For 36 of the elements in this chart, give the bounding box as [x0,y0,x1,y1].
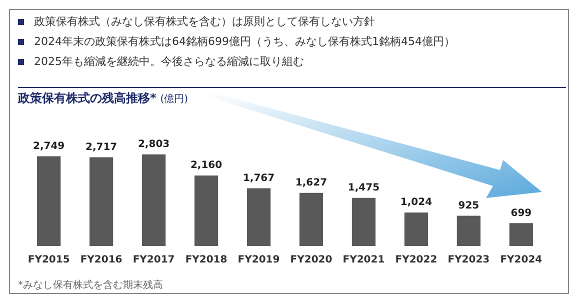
text: 政策保有株式（みなし保有株式を含む）は原則として保有しない方針 [34,14,375,30]
x-tick-label: FY2023 [448,254,490,266]
text: *みなし保有株式を含む期末残高 [18,278,163,292]
data-label: 1,767 [242,172,275,184]
data-label: 699 [510,208,532,219]
bar [90,157,114,246]
text: 2024年末の政策保有株式は64銘柄699億円（うち、みなし保有株式1銘柄454億円） [34,34,455,50]
bar [299,192,324,246]
data-label: 1,475 [348,182,380,194]
bar [456,216,480,246]
data-label: 2,803 [138,139,170,150]
data-label: 1,024 [400,197,432,208]
x-tick-label: FY2021 [342,254,385,266]
bar [37,156,61,246]
data-label: 925 [458,200,480,212]
x-tick-label: FY2015 [28,254,70,266]
bar [352,198,376,246]
bar [509,223,533,246]
chart-title: 政策保有株式の残高推移* [18,91,156,105]
bar [142,154,166,246]
x-tick-label: FY2020 [290,254,332,266]
x-tick-label: FY2024 [500,254,542,266]
data-label: 2,717 [85,142,118,153]
bar [194,175,218,246]
bar [404,212,428,246]
x-tick-label: FY2019 [238,254,280,266]
chart-subtitle: (億円) [160,94,188,105]
data-label: 1,627 [295,177,328,188]
bar [246,188,271,246]
x-tick-label: FY2017 [132,254,175,266]
data-label: 2,749 [33,140,65,152]
x-tick-label: FY2018 [185,254,228,266]
text: 2025年も縮減を継続中。今後さらなる縮減に取り組む [34,54,304,70]
data-label: 2,160 [190,160,222,172]
x-tick-label: FY2016 [80,254,122,266]
x-tick-label: FY2022 [395,254,438,266]
